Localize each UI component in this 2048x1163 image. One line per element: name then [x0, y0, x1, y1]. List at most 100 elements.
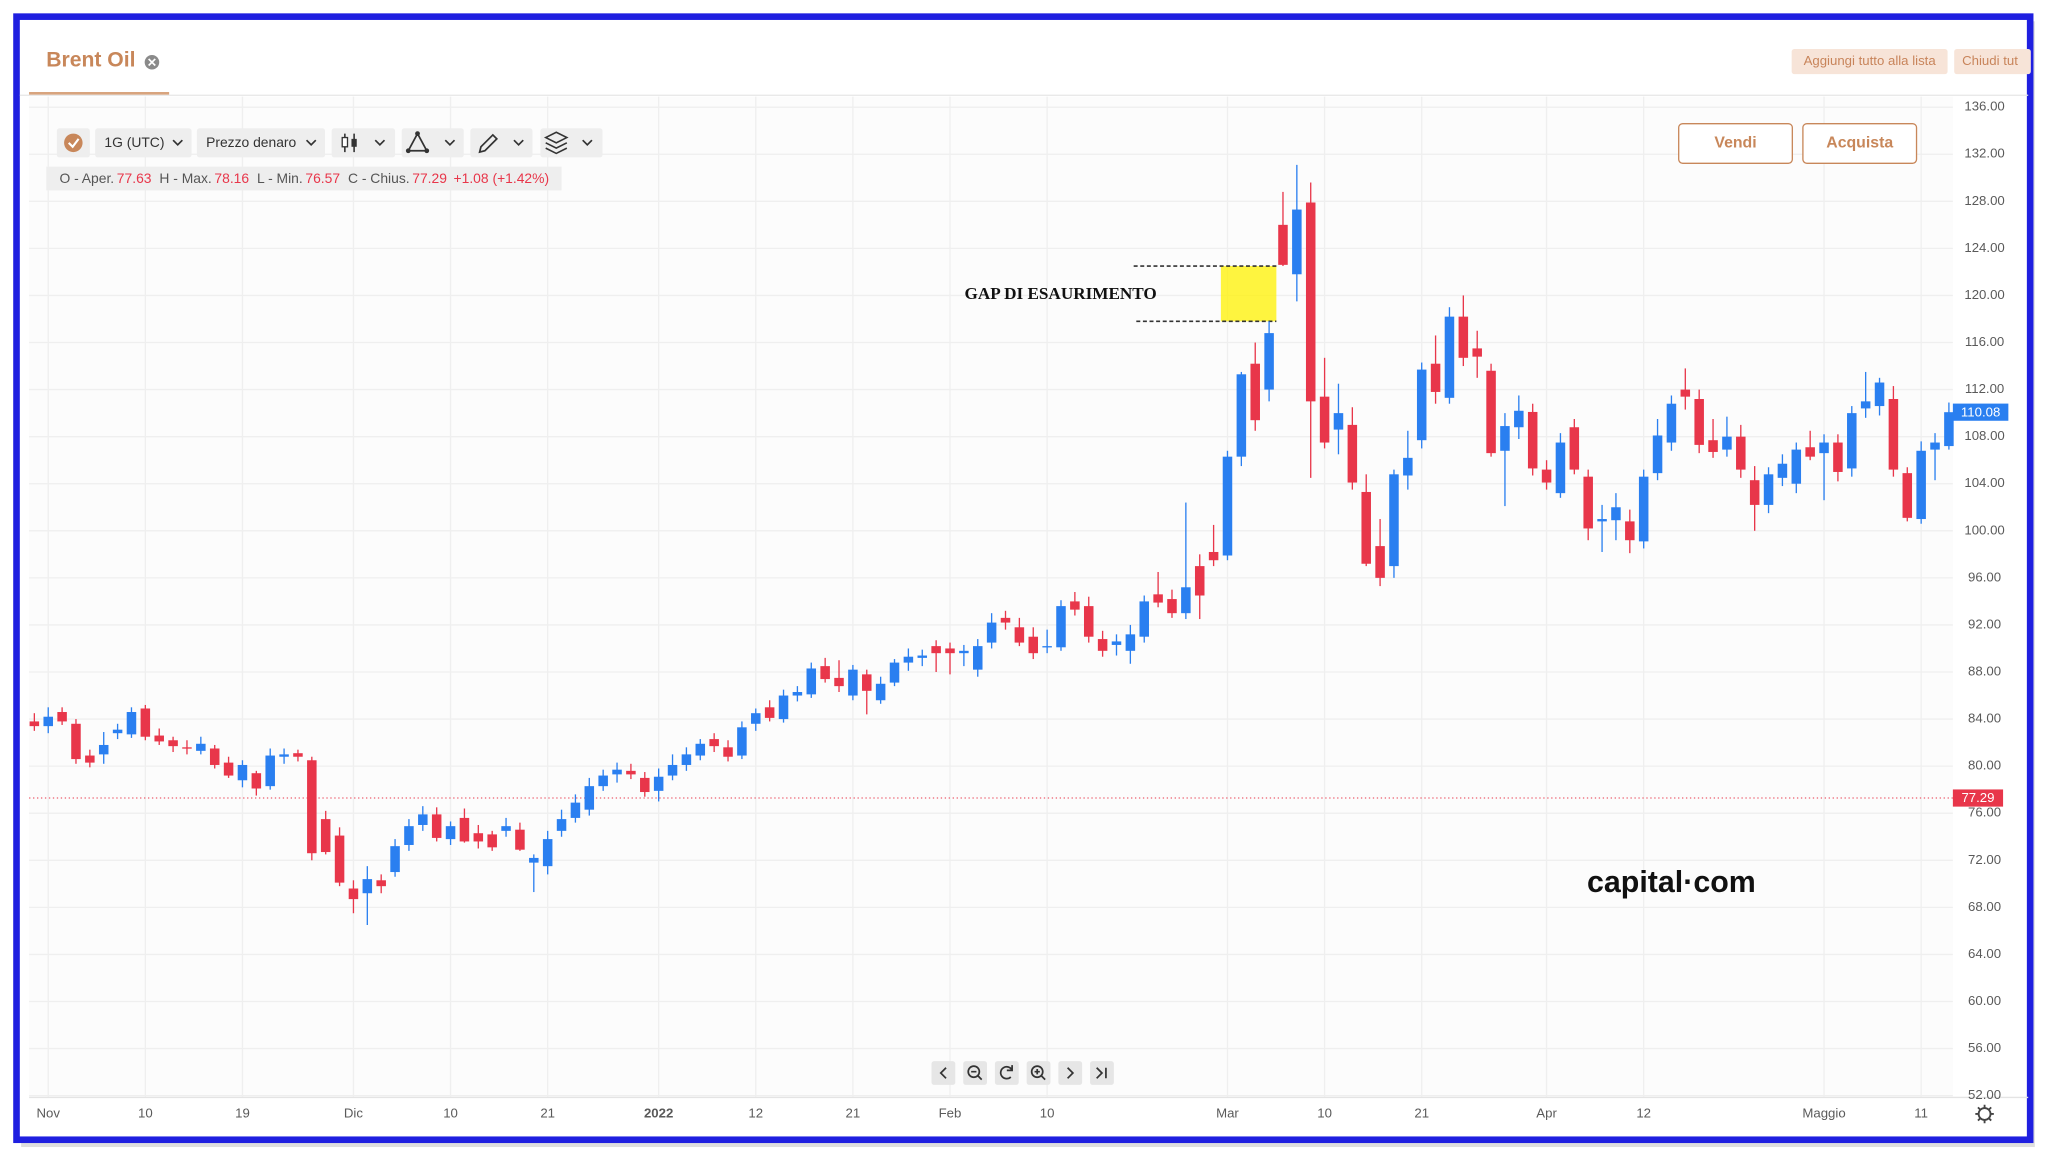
settings-icon[interactable] — [1975, 1104, 1994, 1124]
x-tick-label: 10 — [1317, 1105, 1332, 1120]
buy-label[interactable]: Acquista — [1826, 135, 1893, 152]
price-type-dropdown[interactable] — [196, 128, 326, 158]
candle-body — [404, 826, 414, 845]
close-value: 77.29 — [412, 170, 447, 186]
candle-body — [612, 769, 622, 775]
reset[interactable] — [994, 1061, 1019, 1085]
x-tick-label: 10 — [138, 1105, 153, 1120]
candle-body — [196, 743, 206, 751]
add-all-button[interactable] — [1791, 49, 1948, 75]
candle-body — [1722, 436, 1732, 450]
candle-body — [723, 747, 733, 757]
candle-body — [501, 826, 511, 831]
candle-body — [1236, 374, 1247, 457]
candle-body — [778, 695, 789, 720]
candle-body — [542, 839, 553, 867]
y-tick-label: 84.00 — [1968, 711, 2001, 726]
x-tick-label: 2022 — [644, 1105, 673, 1120]
candle-body — [1361, 491, 1371, 564]
x-tick-label: 11 — [1914, 1105, 1928, 1120]
candle-body — [1430, 363, 1441, 392]
candle-body — [1527, 411, 1538, 469]
sell-label[interactable]: Vendi — [1714, 135, 1756, 152]
candle-body — [1597, 519, 1607, 522]
candle-body — [473, 833, 484, 842]
candle-body — [1708, 440, 1718, 452]
y-tick-label: 100.00 — [1964, 522, 2004, 537]
candle-body — [1888, 399, 1899, 470]
candle-body — [889, 662, 900, 683]
x-tick-label: 12 — [1636, 1105, 1651, 1120]
toolbar: 1G (UTC) Prezzo denaro — [56, 128, 603, 158]
candle-body — [237, 764, 248, 781]
close-label: C - Chius. — [348, 170, 410, 186]
candle-body — [1805, 447, 1815, 457]
candle-body — [1014, 627, 1025, 643]
candle-body — [71, 723, 81, 760]
last-price-label: 110.08 — [1961, 404, 2000, 419]
candle-body — [1916, 450, 1926, 520]
interval-label[interactable]: 1G (UTC) — [104, 134, 164, 150]
candle-body — [1083, 606, 1094, 637]
candle-body — [806, 668, 817, 695]
candle-body — [1902, 473, 1913, 518]
candle-body — [1583, 476, 1593, 529]
candle-body — [834, 677, 844, 687]
candle-body — [1625, 521, 1635, 541]
layers-button[interactable] — [540, 128, 603, 158]
candle-body — [1056, 606, 1066, 648]
tab-title[interactable]: Brent Oil — [46, 48, 135, 71]
plot: GAP DI ESAURIMENTO — [29, 96, 1954, 1097]
y-tick-label: 132.00 — [1964, 146, 2004, 161]
price-type-label[interactable]: Prezzo denaro — [206, 134, 296, 150]
candle-body — [1458, 316, 1469, 358]
y-tick-label: 80.00 — [1968, 758, 2001, 773]
add-all-label[interactable]: Aggiungi tutto alla lista — [1804, 53, 1937, 68]
indicators-button[interactable] — [401, 128, 464, 158]
y-tick-label: 92.00 — [1968, 616, 2001, 631]
y-tick-label: 76.00 — [1968, 805, 2001, 820]
candle-body — [1305, 202, 1316, 402]
y-tick-label: 116.00 — [1965, 334, 2004, 349]
candle-body — [1194, 566, 1205, 596]
gap-zone — [1220, 266, 1277, 322]
price-line-label: 77.29 — [1961, 790, 1994, 805]
high-value: 78.16 — [214, 170, 249, 186]
x-tick-label: Dic — [344, 1105, 363, 1120]
candle-body — [1222, 456, 1233, 556]
candle-body — [459, 817, 470, 842]
candle-body — [320, 819, 331, 853]
scroll-right[interactable] — [1058, 1061, 1083, 1085]
candle-body — [820, 666, 830, 680]
low-value: 76.57 — [305, 170, 340, 186]
buy-button[interactable] — [1802, 123, 1918, 164]
y-tick-label: 72.00 — [1968, 852, 2001, 867]
interval-dropdown[interactable] — [95, 128, 192, 158]
candle-body — [445, 826, 456, 840]
candle-body — [1319, 396, 1330, 443]
candle-body — [1666, 403, 1677, 443]
candle-body — [1930, 442, 1940, 450]
zoom-out[interactable] — [963, 1061, 988, 1085]
sell-button[interactable] — [1678, 123, 1793, 164]
candle-body — [640, 777, 650, 793]
chart-type-button[interactable] — [331, 128, 396, 158]
x-tick-label: Maggio — [1802, 1105, 1845, 1120]
close-all-button[interactable] — [1954, 49, 2031, 75]
candle-body — [1541, 469, 1552, 483]
close-all-label[interactable]: Chiudi tut — [1962, 53, 2018, 68]
draw-button[interactable] — [470, 128, 533, 158]
x-tick-label: Nov — [36, 1105, 60, 1120]
x-tick-label: 21 — [1414, 1105, 1429, 1120]
candle-body — [1819, 442, 1829, 454]
zoom-in[interactable] — [1026, 1061, 1051, 1085]
candle-body — [556, 819, 567, 831]
ohlc-bar — [46, 166, 562, 191]
candle-body — [1167, 599, 1177, 614]
scroll-left[interactable] — [931, 1061, 956, 1085]
y-tick-label: 60.00 — [1968, 993, 2001, 1008]
tab-close[interactable] — [144, 54, 160, 70]
y-tick-label: 124.00 — [1964, 240, 2004, 255]
